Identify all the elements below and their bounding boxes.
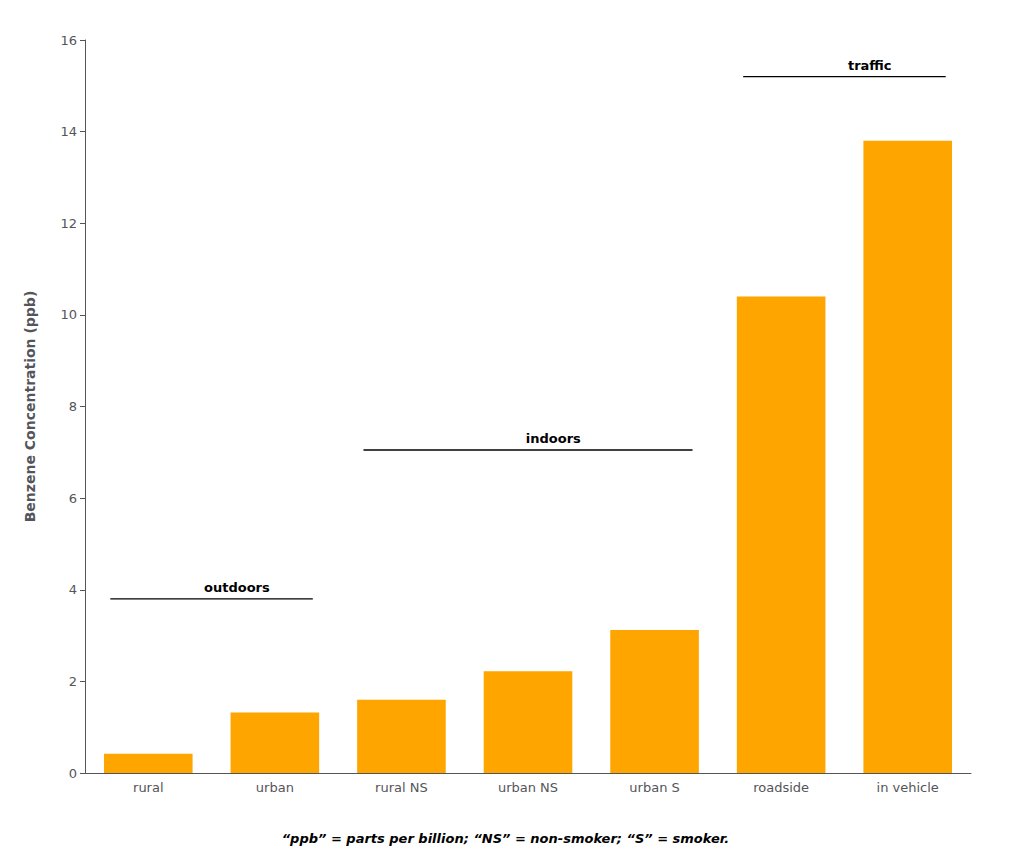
svg-text:urban S: urban S <box>629 780 679 795</box>
svg-text:roadside: roadside <box>753 780 809 795</box>
svg-text:Benzene Concentration (ppb): Benzene Concentration (ppb) <box>22 291 38 523</box>
svg-text:0: 0 <box>69 766 77 781</box>
svg-text:in vehicle: in vehicle <box>877 780 939 795</box>
svg-text:indoors: indoors <box>526 431 581 446</box>
svg-text:urban NS: urban NS <box>498 780 558 795</box>
svg-text:4: 4 <box>69 582 77 597</box>
svg-text:outdoors: outdoors <box>204 580 270 595</box>
svg-text:rural: rural <box>133 780 164 795</box>
svg-text:10: 10 <box>60 307 77 322</box>
svg-text:12: 12 <box>60 216 77 231</box>
svg-text:“ppb” = parts per billion; “NS: “ppb” = parts per billion; “NS” = non-sm… <box>282 831 730 846</box>
svg-text:2: 2 <box>69 674 77 689</box>
svg-text:16: 16 <box>60 33 77 48</box>
svg-text:urban: urban <box>256 780 294 795</box>
svg-text:traffic: traffic <box>848 58 892 73</box>
svg-text:8: 8 <box>69 399 77 414</box>
svg-text:14: 14 <box>60 124 77 139</box>
svg-text:6: 6 <box>69 491 77 506</box>
svg-text:rural NS: rural NS <box>375 780 428 795</box>
